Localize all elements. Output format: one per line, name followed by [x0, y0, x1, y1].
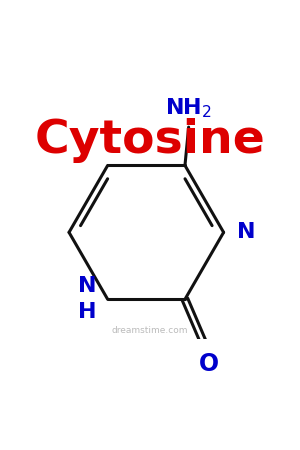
- Text: N: N: [78, 276, 96, 297]
- Text: H: H: [78, 302, 96, 322]
- Text: O: O: [199, 352, 219, 376]
- Text: NH$_2$: NH$_2$: [165, 96, 212, 120]
- Text: Cytosine: Cytosine: [34, 118, 266, 163]
- Text: N: N: [237, 222, 255, 243]
- Text: dreamstime.com: dreamstime.com: [112, 325, 188, 334]
